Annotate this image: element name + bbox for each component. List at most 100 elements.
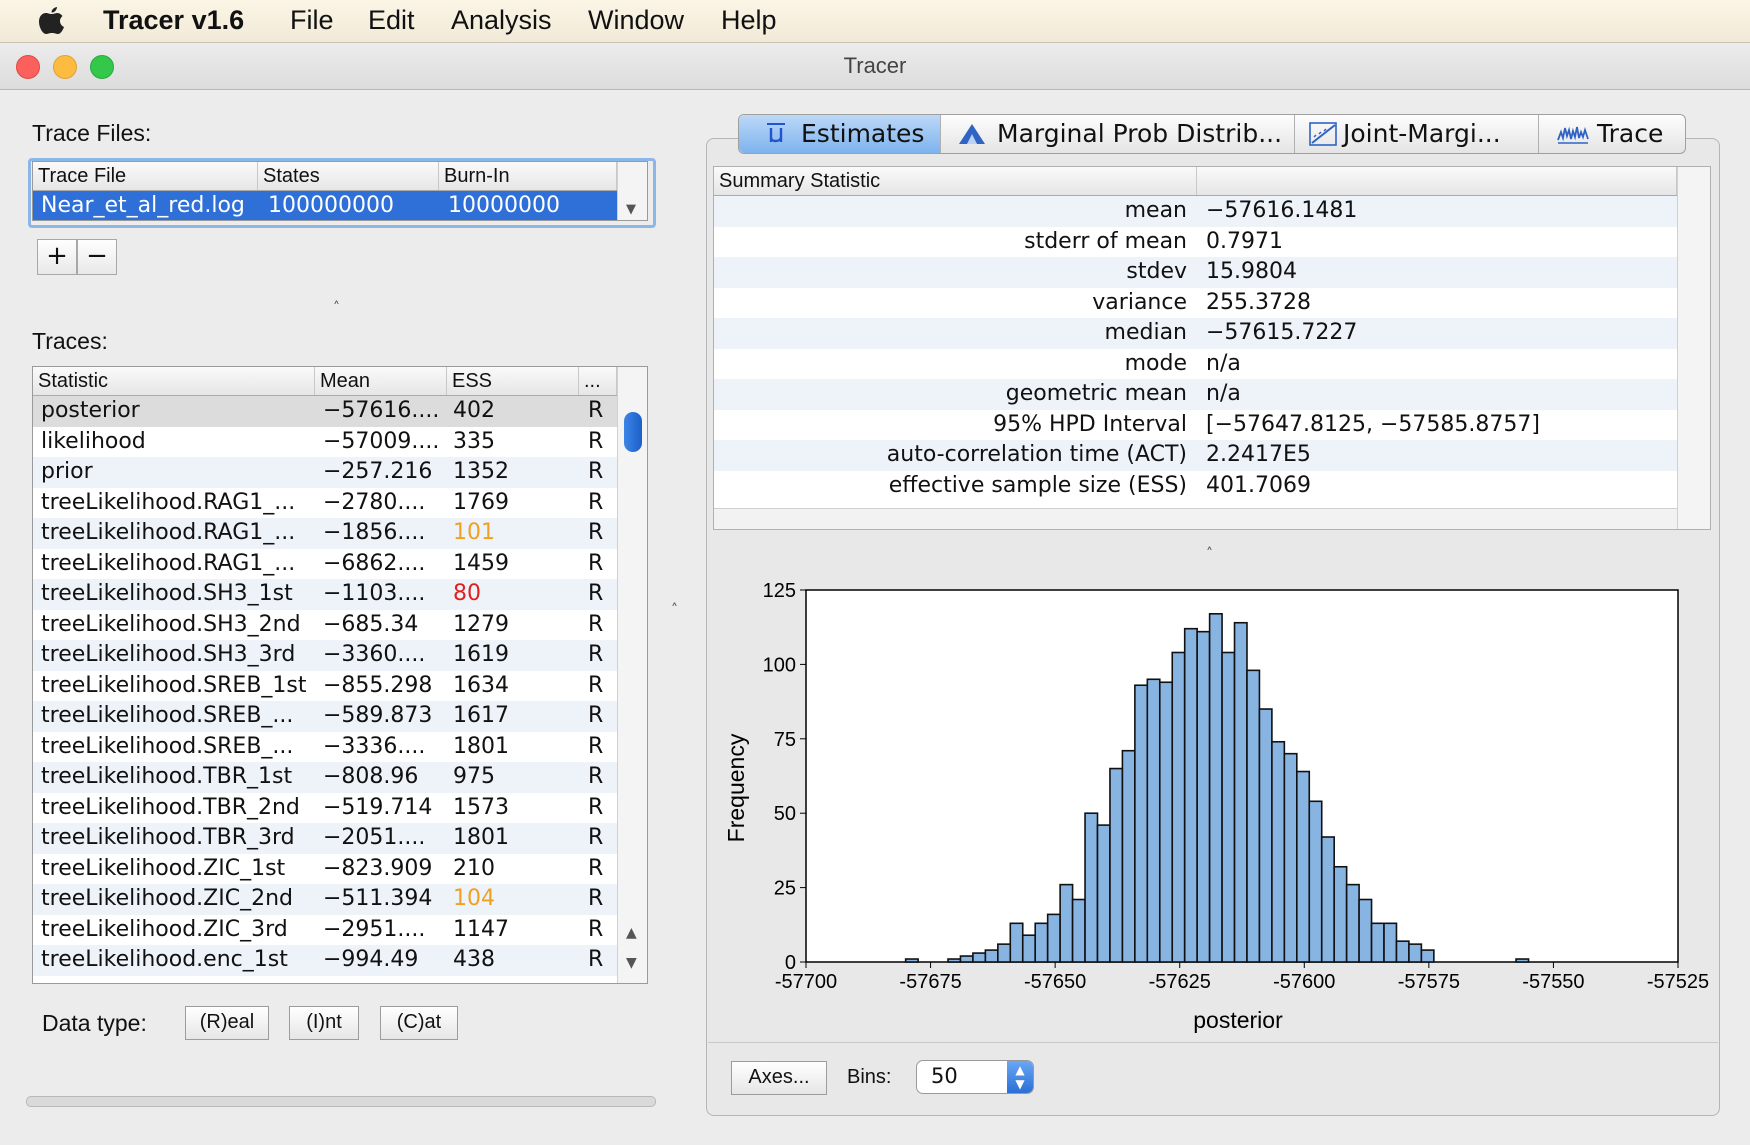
summary-row[interactable]: variance 255.3728 [714,287,1677,318]
histogram-bar [1146,678,1161,963]
horizontal-scrollbar[interactable] [26,1096,656,1107]
histogram-bar [1171,651,1186,963]
split-pane-handle-icon[interactable]: ˄ [671,602,678,618]
column-header-trace-file[interactable]: Trace File [33,162,258,190]
trace-row[interactable]: treeLikelihood.RAG1_... −1856.... 101 R [33,518,617,549]
trace-row[interactable]: treeLikelihood.SREB_... −589.873 1617 R [33,701,617,732]
trace-type: R [588,459,604,484]
trace-row[interactable]: treeLikelihood.SH3_2nd −685.34 1279 R [33,609,617,640]
add-trace-file-button[interactable]: + [37,239,77,275]
trace-row[interactable]: treeLikelihood.SREB_... −3336.... 1801 R [33,731,617,762]
column-header-summary-value[interactable] [1197,167,1677,195]
split-pane-handle-icon[interactable]: ˄ [333,300,340,316]
summary-row[interactable]: median −57615.7227 [714,318,1677,349]
split-pane-handle-icon[interactable]: ˄ [1206,546,1213,562]
axes-button[interactable]: Axes... [731,1061,827,1095]
trace-row[interactable]: treeLikelihood.TBR_3rd −2051.... 1801 R [33,823,617,854]
trace-file-row[interactable]: Near_et_al_red.log 100000000 10000000 [33,191,617,220]
column-header-statistic[interactable]: Statistic [33,367,315,395]
trace-ess: 1619 [453,642,509,667]
menu-window[interactable]: Window [588,5,685,35]
trace-row[interactable]: treeLikelihood.RAG1_... −2780.... 1769 R [33,487,617,518]
trace-row[interactable]: treeLikelihood.SH3_1st −1103.... 80 R [33,579,617,610]
app-name-menu[interactable]: Tracer v1.6 [103,5,245,35]
y-tick-label: 50 [774,803,796,825]
trace-row[interactable]: treeLikelihood.ZIC_3rd −2951.... 1147 R [33,914,617,945]
int-type-button[interactable]: (I)nt [289,1006,359,1040]
trace-row[interactable]: prior −257.216 1352 R [33,457,617,488]
histogram-bar [1395,940,1410,963]
trace-row[interactable]: likelihood −57009.... 335 R [33,426,617,457]
summary-row[interactable]: stdev 15.9804 [714,257,1677,288]
tab-marginal-prob-distrib-label: Marginal Prob Distrib... [997,119,1283,148]
trace-row[interactable]: treeLikelihood.ZIC_1st −823.909 210 R [33,853,617,884]
remove-trace-file-button[interactable]: − [77,239,117,275]
column-header-summary-statistic[interactable]: Summary Statistic [714,167,1197,195]
trace-row[interactable]: treeLikelihood.enc_1st −994.49 438 R [33,945,617,976]
tab-trace[interactable]: Trace [1539,115,1685,153]
cat-type-button[interactable]: (C)at [380,1006,458,1040]
traces-scroll-thumb[interactable] [624,412,642,452]
trace-statistic-name: treeLikelihood.SREB_1st [41,672,307,698]
summary-row[interactable]: auto-correlation time (ACT) 2.2417E5 [714,440,1677,471]
histogram-bar [1345,883,1360,963]
trace-file-burn-in[interactable]: 10000000 [448,193,560,218]
summary-label: mean [1124,198,1187,223]
trace-files-focus-ring [28,158,656,228]
tab-marginal-prob-distrib[interactable]: Marginal Prob Distrib... [941,115,1295,153]
trace-type: R [588,916,604,942]
column-header-type[interactable]: ... [579,367,617,395]
menu-help[interactable]: Help [721,5,777,35]
scroll-down-arrow-icon[interactable]: ▼ [626,955,637,971]
summary-row[interactable]: stderr of mean 0.7971 [714,226,1677,257]
tab-estimates[interactable]: Estimates [739,115,941,153]
trace-row[interactable]: treeLikelihood.TBR_1st −808.96 975 R [33,762,617,793]
summary-row[interactable]: effective sample size (ESS) 401.7069 [714,470,1677,501]
summary-value: 15.9804 [1206,259,1297,284]
zoom-window-button[interactable] [90,55,114,79]
summary-row[interactable]: 95% HPD Interval [−57647.8125, −57585.875… [714,409,1677,440]
trace-row[interactable]: treeLikelihood.ZIC_2nd −511.394 104 R [33,884,617,915]
summary-row[interactable]: geometric mean n/a [714,379,1677,410]
column-header-ess[interactable]: ESS [447,367,579,395]
trace-type: R [588,733,604,759]
column-header-mean[interactable]: Mean [315,367,447,395]
histogram-bar [1358,898,1373,963]
summary-row[interactable]: mode n/a [714,348,1677,379]
trace-statistic-name: treeLikelihood.RAG1_... [41,489,296,515]
real-type-button[interactable]: (R)eal [185,1006,269,1040]
tab-joint-marginal[interactable]: Joint-Margi... [1295,115,1539,153]
menu-edit[interactable]: Edit [368,5,415,35]
trace-row[interactable]: treeLikelihood.SREB_1st −855.298 1634 R [33,670,617,701]
minimize-window-button[interactable] [53,55,77,79]
traces-scrollbar[interactable]: ▲ ▼ [617,367,647,983]
trace-row[interactable]: treeLikelihood.TBR_2nd −519.714 1573 R [33,792,617,823]
summary-row[interactable]: mean −57616.1481 [714,196,1677,227]
apple-icon[interactable] [38,5,66,35]
scroll-up-arrow-icon[interactable]: ▲ [626,925,637,941]
trace-row[interactable]: posterior −57616.... 402 R [33,396,617,427]
trace-ess: 1459 [453,550,509,576]
trace-statistic-name: treeLikelihood.RAG1_... [41,520,296,545]
bins-select[interactable]: 50 ▲ ▼ [916,1060,1034,1094]
trace-statistic-name: posterior [41,398,140,423]
column-header-states[interactable]: States [258,162,439,190]
summary-statistics-table[interactable]: Summary Statistic mean −57616.1481 stderr … [713,166,1711,530]
menu-file[interactable]: File [290,5,334,35]
column-header-burn-in[interactable]: Burn-In [439,162,617,190]
traces-table[interactable]: Statistic Mean ESS ... posterior −57616..… [32,366,648,984]
trace-row[interactable]: treeLikelihood.SH3_3rd −3360.... 1619 R [33,640,617,671]
close-window-button[interactable] [16,55,40,79]
summary-scrollbar[interactable] [1677,167,1710,529]
trace-row[interactable]: treeLikelihood.RAG1_... −6862.... 1459 R [33,548,617,579]
mu-icon [767,123,785,143]
trace-files-table[interactable]: Trace File States Burn-In Near_et_al_red… [32,161,648,221]
trace-mean: −685.34 [323,611,419,637]
trace-ess: 1634 [453,672,509,698]
summary-hscrollbar[interactable] [714,508,1677,529]
menu-analysis[interactable]: Analysis [451,5,552,35]
scroll-down-arrow-icon[interactable]: ▼ [626,202,636,217]
trace-files-scrollbar[interactable]: ▼ [617,162,647,220]
histogram-bar [1046,913,1061,963]
